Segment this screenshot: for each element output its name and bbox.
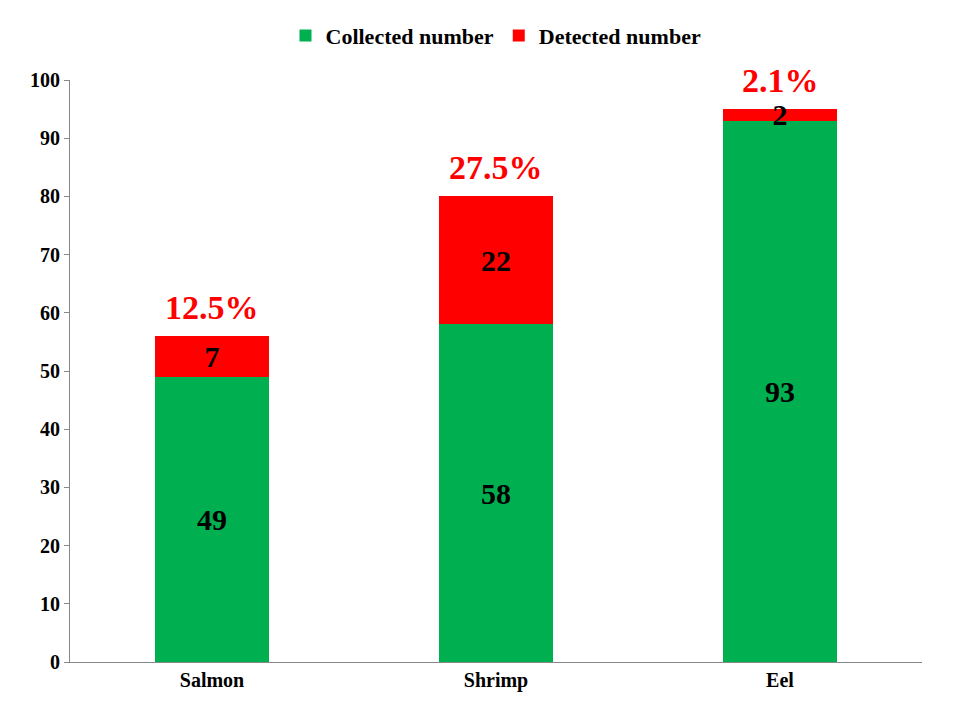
svg-text:0: 0 — [50, 651, 60, 673]
svg-text:30: 30 — [40, 476, 60, 498]
svg-text:10: 10 — [40, 593, 60, 615]
svg-text:22: 22 — [481, 244, 511, 277]
svg-text:Shrimp: Shrimp — [464, 669, 528, 692]
svg-text:58: 58 — [481, 477, 511, 510]
svg-text:Collected number: Collected number — [326, 24, 494, 49]
svg-text:80: 80 — [40, 185, 60, 207]
svg-text:49: 49 — [197, 503, 227, 536]
svg-text:50: 50 — [40, 360, 60, 382]
svg-text:Detected number: Detected number — [539, 24, 701, 49]
svg-text:90: 90 — [40, 127, 60, 149]
svg-text:100: 100 — [30, 69, 60, 91]
svg-text:60: 60 — [40, 302, 60, 324]
svg-text:2: 2 — [773, 98, 788, 131]
svg-text:27.5%: 27.5% — [449, 149, 543, 186]
svg-text:2.1%: 2.1% — [742, 62, 819, 99]
svg-text:93: 93 — [765, 375, 795, 408]
svg-text:70: 70 — [40, 244, 60, 266]
svg-text:20: 20 — [40, 535, 60, 557]
svg-text:Eel: Eel — [766, 669, 794, 691]
svg-text:Salmon: Salmon — [180, 669, 244, 691]
svg-text:7: 7 — [205, 340, 220, 373]
svg-text:12.5%: 12.5% — [165, 289, 259, 326]
svg-text:40: 40 — [40, 418, 60, 440]
